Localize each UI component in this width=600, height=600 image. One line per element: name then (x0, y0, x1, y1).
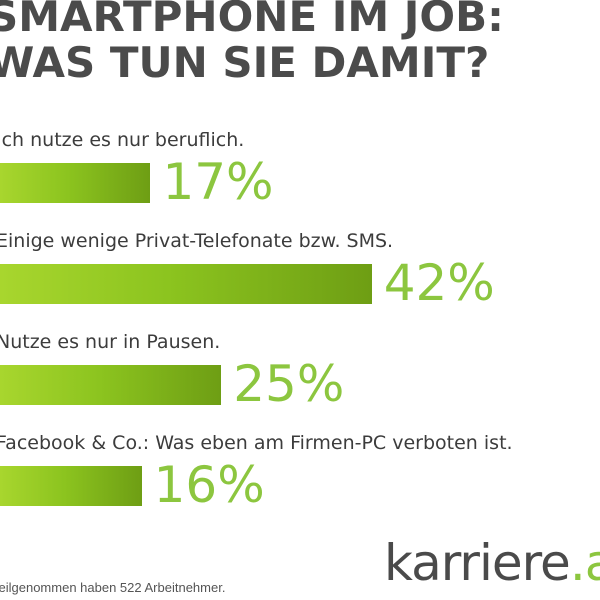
bar (0, 365, 222, 405)
category-label: Ich nutze es nur beruflich. (0, 129, 245, 151)
value-label: 25% (233, 355, 345, 413)
footnote: Teilgenommen haben 522 Arbeitnehmer. (0, 580, 226, 595)
logo-tail: at (585, 534, 600, 592)
title-line-1: SMARTPHONE IM JOB: (0, 0, 504, 41)
category-label: Facebook & Co.: Was eben am Firmen-PC ve… (0, 432, 513, 454)
bar (0, 466, 142, 506)
value-label: 17% (162, 153, 274, 211)
logo-dot: . (569, 534, 586, 592)
value-label: 16% (153, 456, 265, 514)
value-label: 42% (383, 254, 495, 312)
bar (0, 264, 372, 304)
bar (0, 163, 151, 203)
category-label: Nutze es nur in Pausen. (0, 331, 221, 353)
logo-text: karriere (384, 534, 571, 592)
category-label: Einige wenige Privat-Telefonate bzw. SMS… (0, 230, 394, 252)
karriere-logo: karriere.at (384, 538, 600, 588)
title-line-2: WAS TUN SIE DAMIT? (0, 38, 490, 87)
